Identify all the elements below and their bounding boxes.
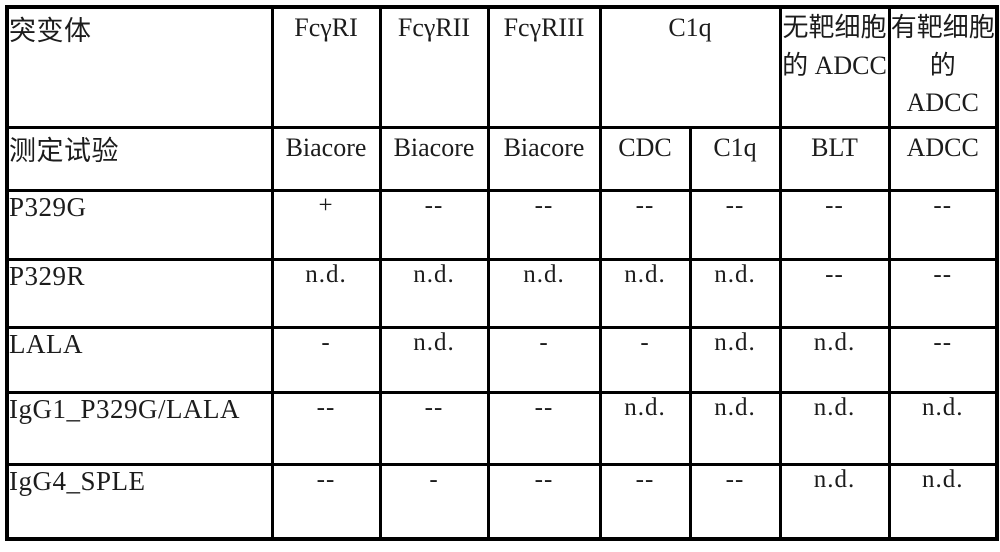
- cell-c1q: n.d.: [688, 390, 782, 466]
- header-mutant: 突变体: [5, 5, 274, 129]
- cell-blt: n.d.: [778, 390, 891, 466]
- row-label: P329R: [5, 257, 274, 329]
- cell-fcgriii: n.d.: [486, 257, 602, 329]
- assay-blt: BLT: [778, 125, 891, 192]
- header-row-assays: 测定试验 Biacore Biacore Biacore CDC C1q BLT…: [5, 125, 999, 192]
- cell-fcgri: +: [270, 188, 382, 261]
- table-row-p329g: P329G + -- -- -- -- -- --: [5, 188, 999, 261]
- assay-cdc: CDC: [598, 125, 692, 192]
- cell-c1q: --: [688, 462, 782, 541]
- header-adcc-with-target-cells: 有靶细胞的 ADCC: [887, 5, 999, 129]
- cell-fcgri: --: [270, 390, 382, 466]
- header-fcgrii: FcγRII: [378, 5, 490, 129]
- cell-cdc: n.d.: [598, 390, 692, 466]
- row-label: LALA: [5, 325, 274, 394]
- cell-c1q: --: [688, 188, 782, 261]
- cell-adcc: --: [887, 257, 999, 329]
- table-row-lala: LALA - n.d. - - n.d. n.d. --: [5, 325, 999, 394]
- cell-fcgrii: --: [378, 188, 490, 261]
- cell-blt: --: [778, 188, 891, 261]
- cell-fcgrii: n.d.: [378, 257, 490, 329]
- assay-fcgri: Biacore: [270, 125, 382, 192]
- row-label: IgG1_P329G/LALA: [5, 390, 274, 466]
- cell-adcc: --: [887, 188, 999, 261]
- header-adcc-no-target-cells: 无靶细胞的 ADCC: [778, 5, 891, 129]
- cell-c1q: n.d.: [688, 325, 782, 394]
- cell-fcgriii: --: [486, 462, 602, 541]
- cell-fcgri: n.d.: [270, 257, 382, 329]
- cell-cdc: -: [598, 325, 692, 394]
- cell-fcgrii: -: [378, 462, 490, 541]
- cell-adcc: --: [887, 325, 999, 394]
- header-fcgri: FcγRI: [270, 5, 382, 129]
- cell-cdc: --: [598, 462, 692, 541]
- row-label: IgG4_SPLE: [5, 462, 274, 541]
- assay-fcgrii: Biacore: [378, 125, 490, 192]
- cell-fcgri: -: [270, 325, 382, 394]
- header-fcgriii: FcγRIII: [486, 5, 602, 129]
- cell-blt: n.d.: [778, 462, 891, 541]
- table-row-igg4-sple: IgG4_SPLE -- - -- -- -- n.d. n.d.: [5, 462, 999, 541]
- cell-fcgriii: -: [486, 325, 602, 394]
- header-row-receptors: 突变体 FcγRI FcγRII FcγRIII C1q 无靶细胞的 ADCC …: [5, 5, 999, 129]
- cell-blt: --: [778, 257, 891, 329]
- cell-fcgrii: n.d.: [378, 325, 490, 394]
- assay-adcc: ADCC: [887, 125, 999, 192]
- cell-cdc: n.d.: [598, 257, 692, 329]
- header-assay: 测定试验: [5, 125, 274, 192]
- assay-c1q: C1q: [688, 125, 782, 192]
- row-label: P329G: [5, 188, 274, 261]
- cell-adcc: n.d.: [887, 462, 999, 541]
- cell-fcgri: --: [270, 462, 382, 541]
- table-row-igg1-p329g-lala: IgG1_P329G/LALA -- -- -- n.d. n.d. n.d. …: [5, 390, 999, 466]
- cell-blt: n.d.: [778, 325, 891, 394]
- cell-cdc: --: [598, 188, 692, 261]
- cell-adcc: n.d.: [887, 390, 999, 466]
- table-row-p329r: P329R n.d. n.d. n.d. n.d. n.d. -- --: [5, 257, 999, 329]
- cell-fcgriii: --: [486, 188, 602, 261]
- cell-c1q: n.d.: [688, 257, 782, 329]
- cell-fcgriii: --: [486, 390, 602, 466]
- mutant-assay-table: 突变体 FcγRI FcγRII FcγRIII C1q 无靶细胞的 ADCC …: [5, 5, 999, 541]
- cell-fcgrii: --: [378, 390, 490, 466]
- assay-fcgriii: Biacore: [486, 125, 602, 192]
- header-c1q-group: C1q: [598, 5, 782, 129]
